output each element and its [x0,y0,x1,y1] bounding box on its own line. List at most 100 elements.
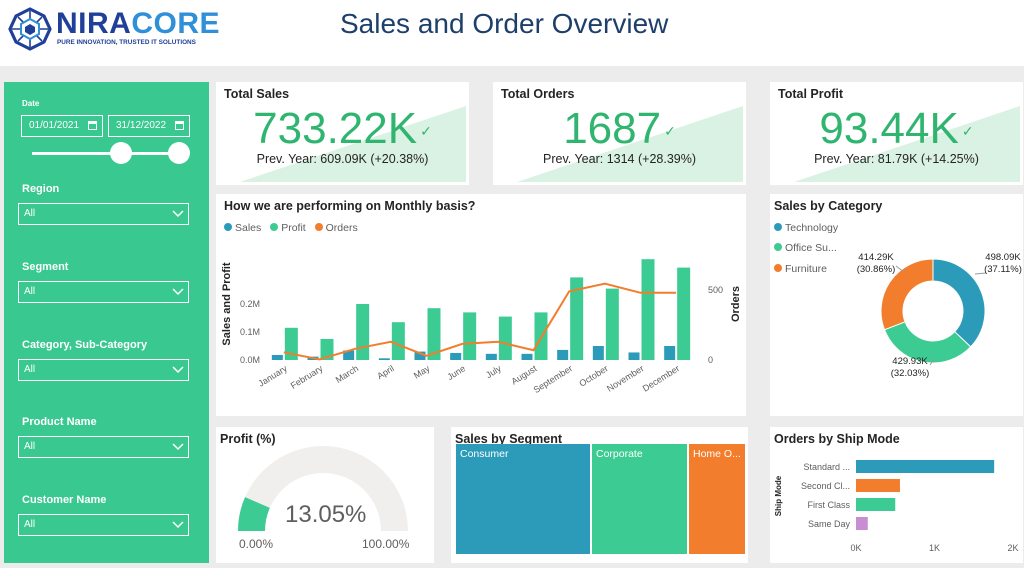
profit-gauge[interactable] [216,427,434,563]
sales-bar [378,358,390,360]
brand-logo: NIRACORE PURE INNOVATION, TRUSTED IT SOL… [8,5,220,55]
legend-technology[interactable]: Technology [774,222,838,234]
product-dropdown[interactable]: All [18,436,189,458]
slice-furniture [880,258,934,331]
profit-bar [356,304,370,360]
profit-gauge-card[interactable]: Profit (%) 13.05% 0.00% 100.00% [216,427,434,563]
legend-profit[interactable]: Profit [270,222,306,234]
kpi-value: 93.44K ✓ [819,104,974,153]
x-tick-label: August [509,363,538,387]
gauge-track [238,446,408,531]
x-tick-label: May [412,363,432,381]
category-label: Category, Sub-Category [22,339,148,351]
sales-by-segment-card[interactable]: Sales by Segment Consumer Corporate Home… [451,427,748,563]
date-start-input[interactable]: 01/01/2021 [21,115,103,137]
gauge-max: 100.00% [362,537,410,551]
x-tick-label: 2K [1007,543,1018,553]
trend-wedge-graphic [794,106,1020,182]
kpi-prev-year: Prev. Year: 609.09K (+20.38%) [256,152,429,166]
legend-sales[interactable]: Sales [224,222,261,234]
y-tick-label: 0.0M [240,355,260,365]
chevron-down-icon [172,366,184,374]
date-slider-end-handle[interactable] [168,142,190,164]
data-label-pct: (30.86%) [857,264,896,275]
profit-bar [677,267,691,360]
chart-title: Sales by Category [774,199,883,213]
data-label: 498.09K [985,252,1021,263]
brand-tagline: PURE INNOVATION, TRUSTED IT SOLUTIONS [57,39,196,46]
region-dropdown[interactable]: All [18,203,189,225]
segment-consumer[interactable]: Consumer [456,444,590,554]
x-tick-label: 0K [850,543,861,553]
sales-bar [628,352,640,360]
profit-bar [498,316,512,360]
legend-furniture[interactable]: Furniture [774,263,827,275]
orders-by-ship-mode-card[interactable]: Orders by Ship Mode Standard ... Second C… [770,427,1023,563]
calendar-icon[interactable] [88,121,97,130]
brand-name: NIRACORE [56,7,221,40]
date-slider-start-handle[interactable] [110,142,132,164]
leader-line [929,358,935,366]
segment-home-office[interactable]: Home O... [689,444,745,554]
y-tick-label: First Class [808,500,851,510]
data-label-pct: (37.11%) [984,264,1022,275]
date-label: Date [22,99,40,108]
slice-technology [932,258,986,348]
kpi-card-total-orders[interactable]: Total Orders 1687 ✓ Prev. Year: 1314 (+28… [493,82,746,185]
date-slider-track[interactable] [32,152,180,155]
ship-bar [856,460,995,473]
kpi-card-total-profit[interactable]: Total Profit 93.44K ✓ Prev. Year: 81.79K … [770,82,1023,185]
y-tick-label: 0.1M [240,327,260,337]
sales-bar [343,350,355,360]
sales-bar [664,346,676,360]
chevron-down-icon [172,288,184,296]
monthly-chart[interactable]: 0.0M 0.1M 0.2M 0 500 Sales and Profit Orders Ja… [216,194,746,416]
logo-emblem-icon [8,7,52,51]
x-tick-label: January [256,363,289,389]
kpi-card-total-sales[interactable]: Total Sales 733.22K ✓ Prev. Year: 609.09K… [216,82,469,185]
profit-bar [427,308,441,360]
sales-bar [521,353,533,360]
x-tick-label: March [334,363,361,385]
y2-tick-label: 0 [708,355,713,365]
ship-bar [856,498,896,511]
kpi-prev-year: Prev. Year: 1314 (+28.39%) [543,152,696,166]
x-tick-label: February [289,363,325,391]
y-tick-label: Second Cl... [801,481,850,491]
chevron-down-icon [172,210,184,218]
calendar-icon[interactable] [175,121,184,130]
ship-bar [856,517,868,530]
monthly-performance-card[interactable]: How we are performing on Monthly basis? … [216,194,746,416]
gauge-fill [238,497,270,531]
region-label: Region [22,183,60,195]
x-tick-label: November [605,363,646,393]
segment-dropdown[interactable]: All [18,281,189,303]
category-dropdown[interactable]: All [18,359,189,381]
sales-by-category-card[interactable]: Sales by Category Technology Office Su..… [770,194,1023,416]
profit-bar [284,327,298,360]
y-tick-label: Standard ... [803,462,850,472]
legend-orders[interactable]: Orders [314,222,358,234]
data-label: 414.29K [858,252,894,263]
kpi-title: Total Orders [501,87,575,101]
gauge-value: 13.05% [285,501,367,528]
sales-bar [271,354,283,360]
check-icon: ✓ [664,123,676,140]
customer-dropdown[interactable]: All [18,514,189,536]
chart-title: Orders by Ship Mode [774,432,900,446]
legend-office-supplies[interactable]: Office Su... [774,242,837,254]
ship-mode-chart[interactable]: Standard ... Second Cl... First Class Same … [770,427,1023,563]
date-end-input[interactable]: 31/12/2022 [108,115,190,137]
y2-axis-title: Orders [730,286,742,322]
kpi-value: 1687 ✓ [563,104,676,153]
data-label-pct: (32.03%) [891,368,930,379]
category-donut-chart[interactable]: 498.09K(37.11%) 429.93K(32.03%) 414.29K(30… [770,194,1023,416]
segment-corporate[interactable]: Corporate [592,444,687,554]
chart-title: Sales by Segment [455,432,562,446]
x-tick-label: April [375,363,396,381]
segment-label: Segment [22,261,69,273]
kpi-title: Total Profit [778,87,844,101]
chevron-down-icon [172,443,184,451]
kpi-prev-year: Prev. Year: 81.79K (+14.25%) [814,152,979,166]
y-tick-label: 0.2M [240,299,260,309]
